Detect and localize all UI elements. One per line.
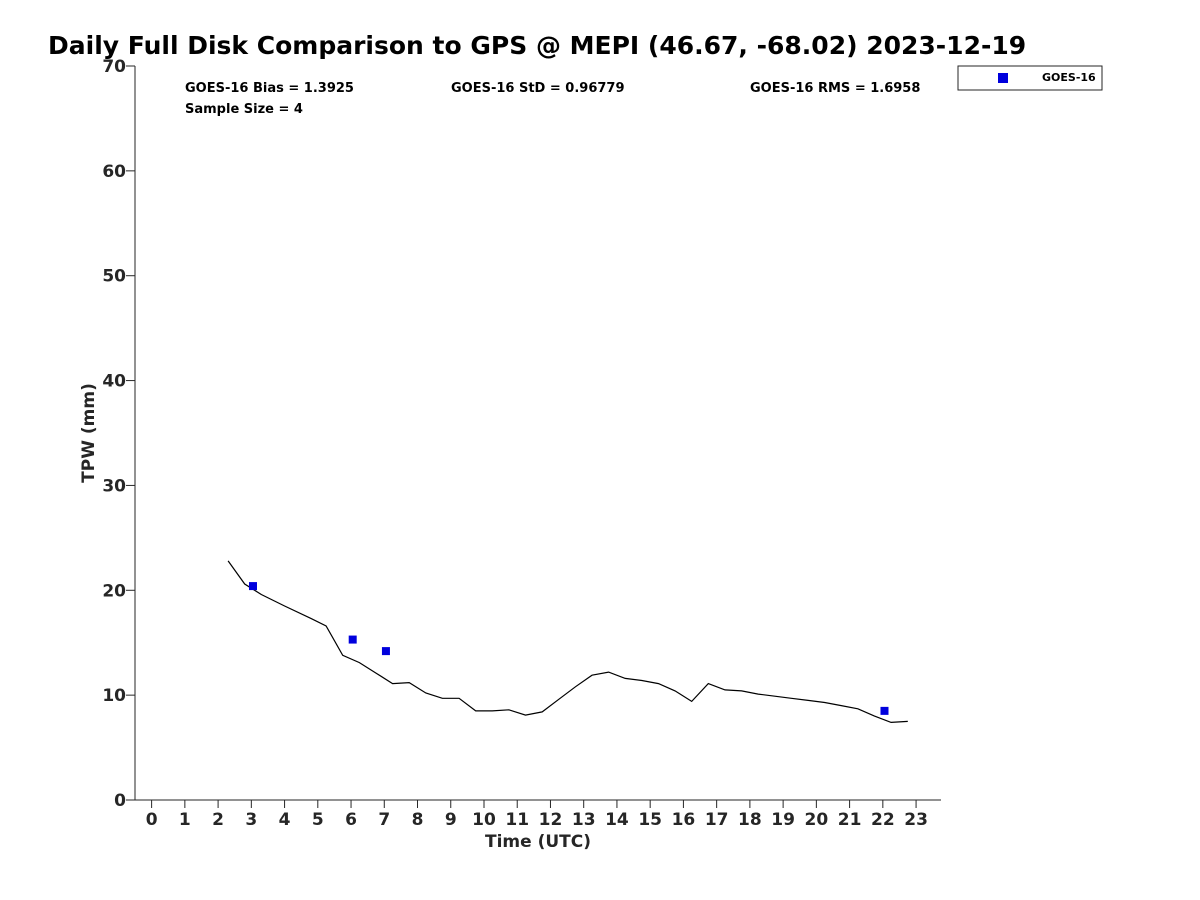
stat-sample-size: Sample Size = 4 [185,102,303,117]
x-tick-label-20: 20 [805,810,829,830]
x-tick-label-21: 21 [838,810,862,830]
stats-panel: GOES-16 Bias = 1.3925 GOES-16 StD = 0.96… [185,81,920,117]
x-tick-label-2: 2 [212,810,224,830]
x-axis-label: Time (UTC) [485,832,591,852]
x-tick-label-18: 18 [738,810,762,830]
legend-marker-goes16 [998,73,1008,83]
legend: GOES-16 [957,65,1103,91]
x-tick-label-11: 11 [505,810,529,830]
y-axis-label: TPW (mm) [79,383,99,483]
x-tick-label-8: 8 [412,810,424,830]
x-tick-label-16: 16 [672,810,696,830]
goes16-point-2 [381,647,390,656]
legend-label-goes16: GOES-16 [1042,71,1096,84]
x-tick-label-17: 17 [705,810,729,830]
stat-bias: GOES-16 Bias = 1.3925 [185,81,354,96]
x-tick-label-23: 23 [904,810,928,830]
x-tick-label-19: 19 [771,810,795,830]
goes16-point-1 [348,635,357,644]
x-tick-label-6: 6 [345,810,357,830]
x-tick-label-14: 14 [605,810,629,830]
chart-title: Daily Full Disk Comparison to GPS @ MEPI… [48,31,1026,60]
x-tick-label-13: 13 [572,810,596,830]
y-tick-label-0: 0 [114,791,126,811]
y-tick-label-20: 20 [102,581,126,601]
y-tick-label-60: 60 [102,162,126,182]
x-tick-label-9: 9 [445,810,457,830]
y-tick-label-70: 70 [102,57,126,77]
x-tick-label-0: 0 [146,810,158,830]
x-tick-label-22: 22 [871,810,895,830]
axes [134,66,941,801]
x-tick-label-15: 15 [638,810,662,830]
legend-box [957,65,1103,91]
goes16-point-0 [248,582,257,591]
x-tick-label-5: 5 [312,810,324,830]
x-tick-label-1: 1 [179,810,191,830]
x-tick-label-3: 3 [245,810,257,830]
gps-series-line [227,560,908,724]
x-tick-label-12: 12 [539,810,563,830]
y-tick-label-10: 10 [102,686,126,706]
stat-rms: GOES-16 RMS = 1.6958 [750,81,920,96]
goes16-point-3 [880,706,889,715]
x-tick-label-10: 10 [472,810,496,830]
x-tick-label-4: 4 [279,810,291,830]
stat-std: GOES-16 StD = 0.96779 [451,81,625,96]
y-tick-label-30: 30 [102,476,126,496]
x-tick-label-7: 7 [378,810,390,830]
y-tick-label-40: 40 [102,372,126,392]
y-tick-label-50: 50 [102,267,126,287]
